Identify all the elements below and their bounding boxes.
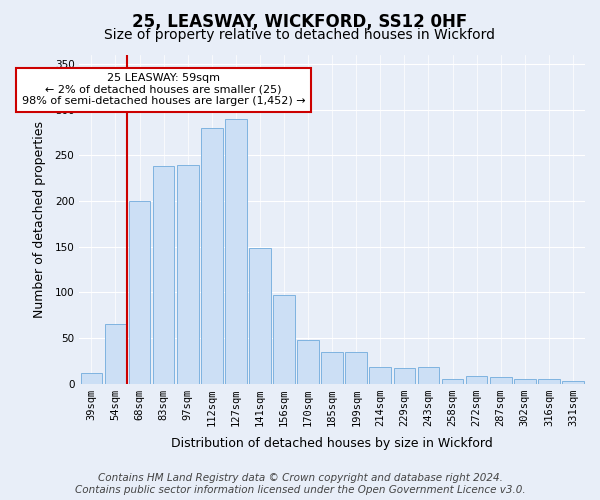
Bar bbox=[370, 367, 391, 384]
Bar bbox=[394, 368, 415, 384]
Bar bbox=[273, 295, 295, 384]
Text: 25, LEASWAY, WICKFORD, SS12 0HF: 25, LEASWAY, WICKFORD, SS12 0HF bbox=[133, 12, 467, 30]
Bar bbox=[297, 340, 319, 384]
Bar bbox=[418, 367, 439, 384]
Bar bbox=[538, 379, 560, 384]
Y-axis label: Number of detached properties: Number of detached properties bbox=[34, 121, 46, 318]
Bar bbox=[562, 381, 584, 384]
Bar bbox=[490, 377, 512, 384]
Bar bbox=[514, 379, 536, 384]
Text: Size of property relative to detached houses in Wickford: Size of property relative to detached ho… bbox=[104, 28, 496, 42]
Bar bbox=[177, 164, 199, 384]
Bar bbox=[466, 376, 487, 384]
Text: 25 LEASWAY: 59sqm
← 2% of detached houses are smaller (25)
98% of semi-detached : 25 LEASWAY: 59sqm ← 2% of detached house… bbox=[22, 74, 305, 106]
Bar bbox=[80, 372, 102, 384]
Bar bbox=[128, 201, 151, 384]
Bar bbox=[346, 352, 367, 384]
Bar bbox=[225, 119, 247, 384]
Text: Contains HM Land Registry data © Crown copyright and database right 2024.
Contai: Contains HM Land Registry data © Crown c… bbox=[74, 474, 526, 495]
Bar bbox=[442, 379, 463, 384]
Bar bbox=[249, 248, 271, 384]
Bar bbox=[153, 166, 175, 384]
X-axis label: Distribution of detached houses by size in Wickford: Distribution of detached houses by size … bbox=[171, 437, 493, 450]
Bar bbox=[201, 128, 223, 384]
Bar bbox=[322, 352, 343, 384]
Bar bbox=[104, 324, 126, 384]
